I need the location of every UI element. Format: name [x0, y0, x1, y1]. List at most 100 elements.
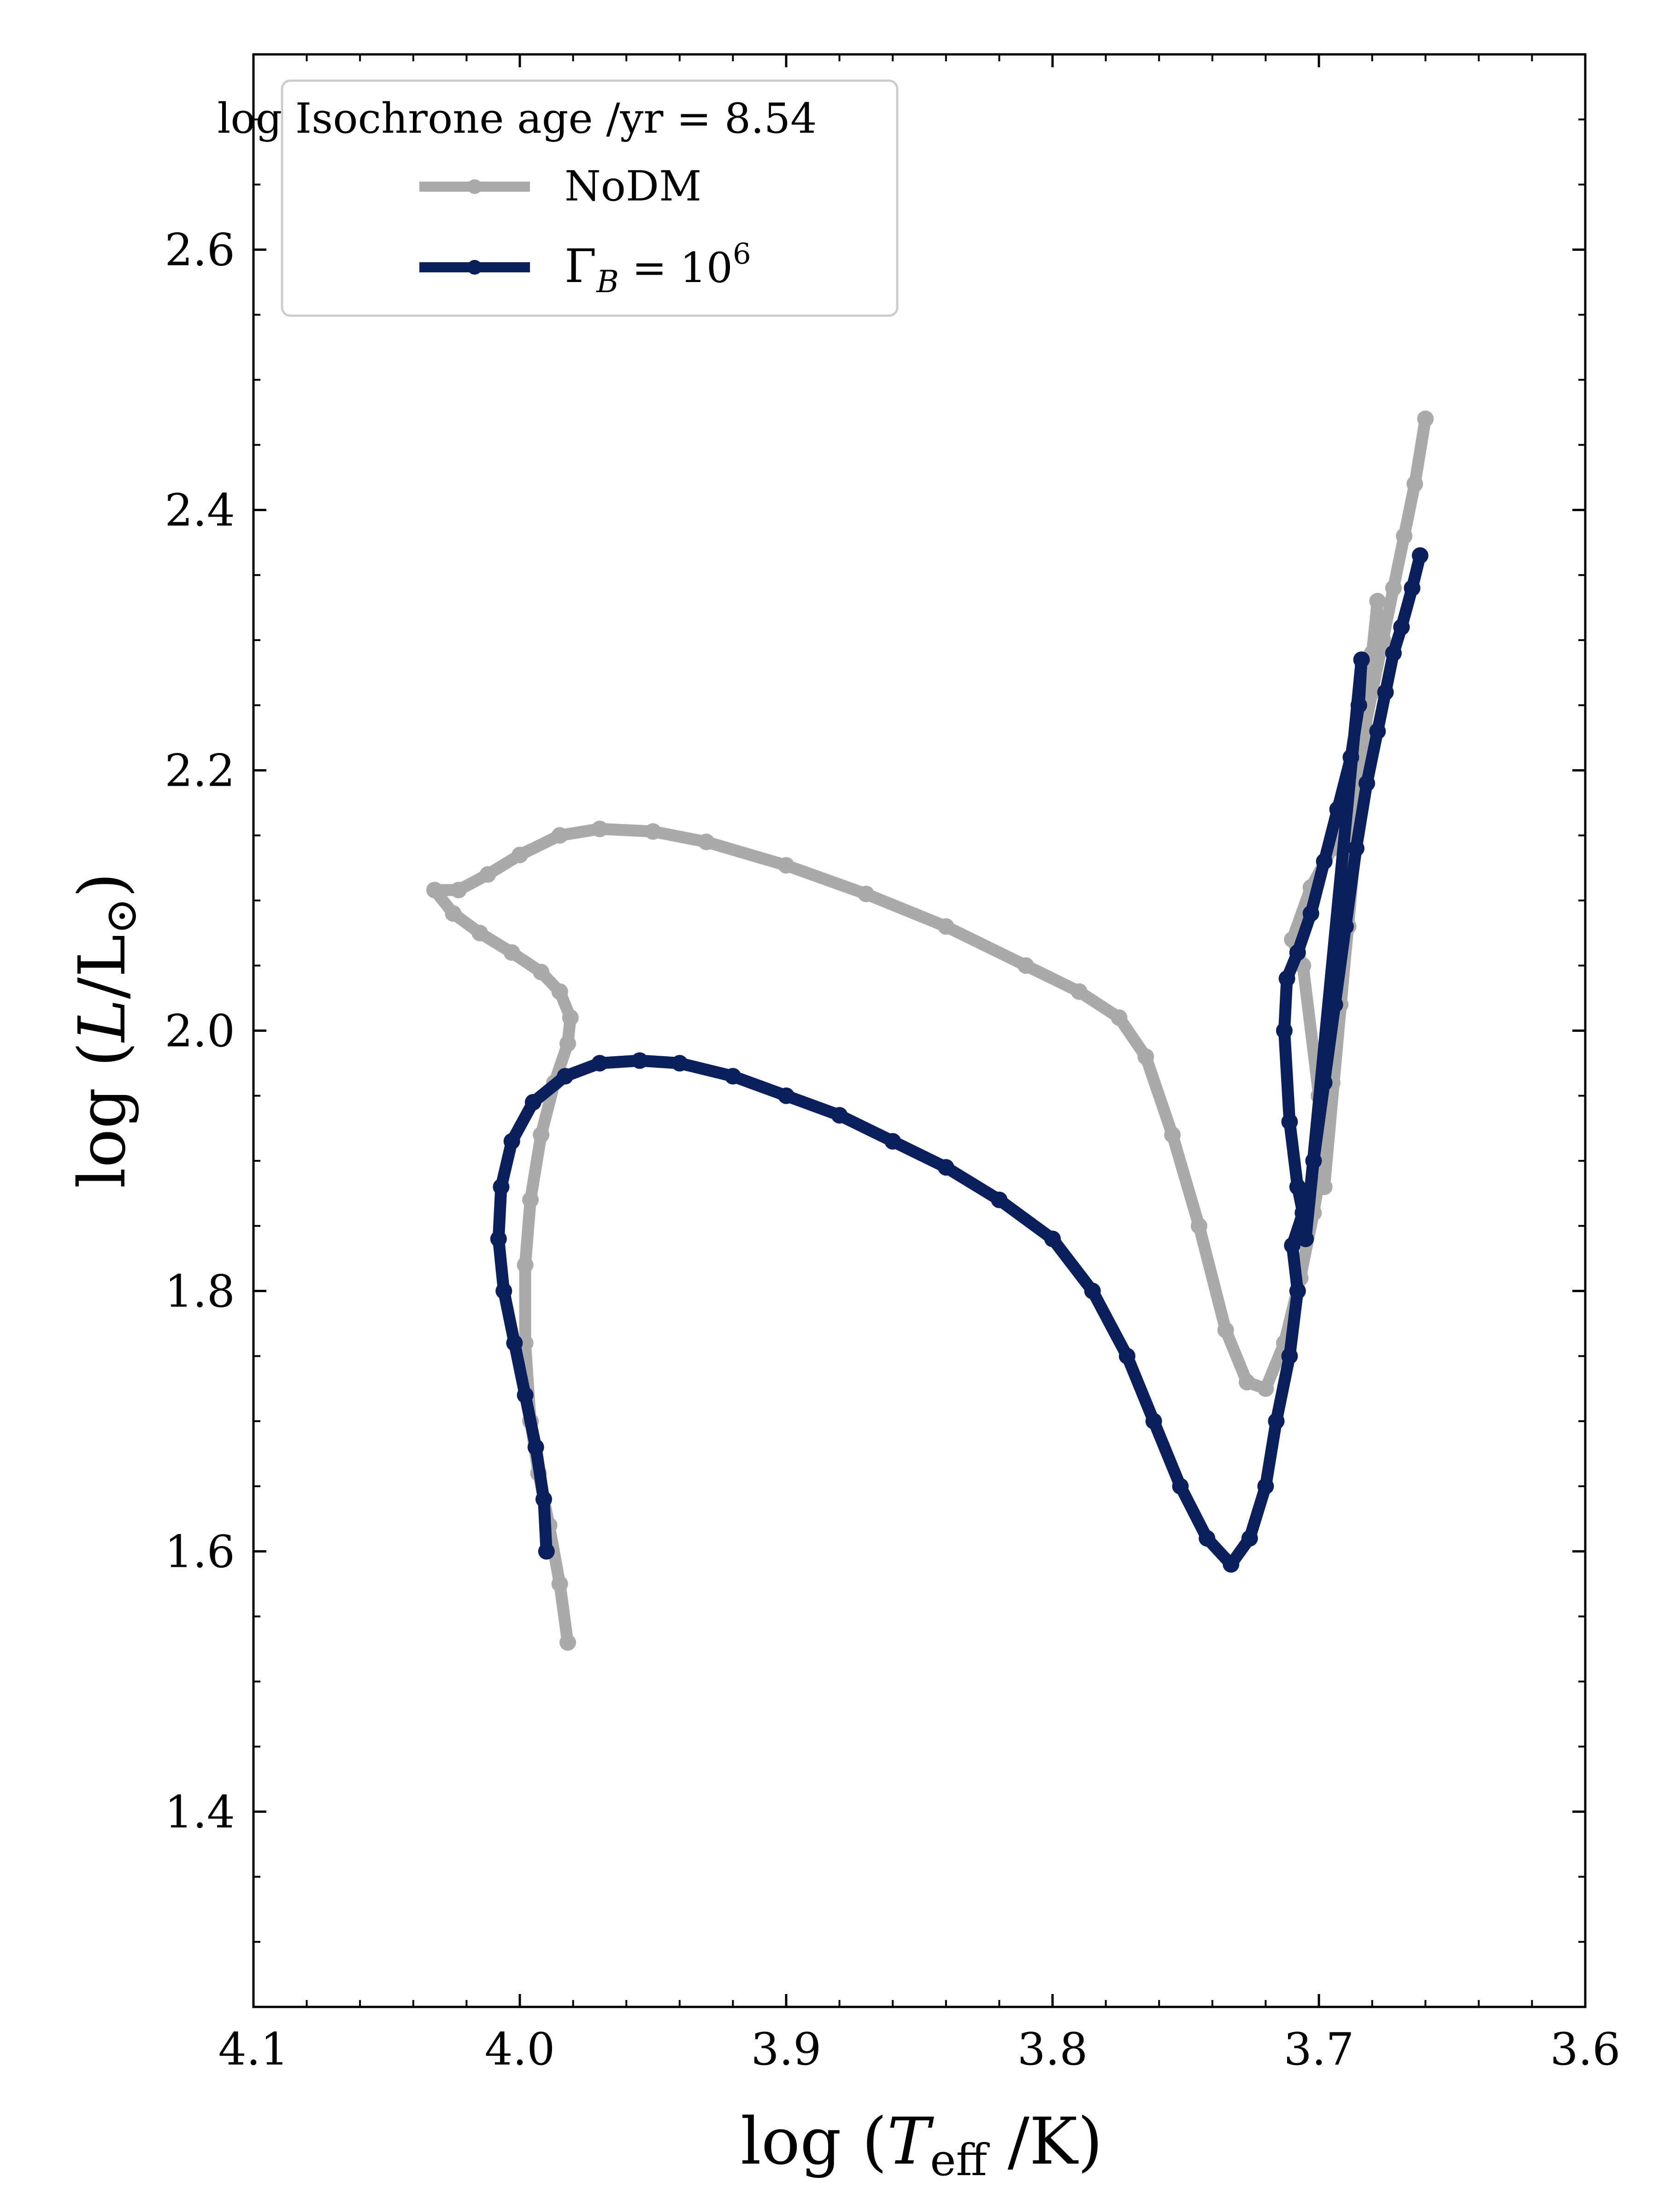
data-point — [1359, 775, 1375, 792]
y-tick-label: 1.4 — [165, 1786, 235, 1838]
y-tick-label: 2.2 — [165, 745, 235, 797]
data-point — [1385, 645, 1402, 662]
data-point — [450, 882, 467, 899]
data-point — [533, 964, 550, 981]
data-point — [503, 1133, 520, 1150]
x-axis-label: log (Teff /K) — [741, 2104, 1103, 2186]
data-point — [471, 924, 488, 941]
data-point — [831, 1107, 848, 1124]
data-point — [1369, 593, 1386, 610]
data-point — [591, 820, 608, 837]
data-point — [479, 866, 496, 883]
legend-label-nodm: NoDM — [565, 162, 701, 211]
data-point — [1172, 1478, 1189, 1495]
data-point — [445, 905, 462, 922]
data-point — [1111, 1009, 1128, 1026]
data-point — [1257, 1478, 1274, 1495]
data-point — [538, 1543, 555, 1560]
data-point — [1406, 476, 1424, 493]
y-tick-label: 2.4 — [165, 485, 235, 536]
data-point — [1393, 618, 1410, 635]
data-point — [1238, 1374, 1255, 1391]
data-point — [1347, 840, 1365, 857]
data-point — [1417, 410, 1434, 427]
data-point — [426, 882, 443, 899]
y-tick-label: 2.6 — [165, 224, 235, 276]
data-point — [1241, 1530, 1258, 1547]
data-point — [1364, 684, 1381, 701]
data-point — [1018, 957, 1035, 974]
series-line-1 — [492, 549, 1426, 1571]
data-point — [1137, 1048, 1154, 1065]
data-point — [645, 823, 661, 840]
data-point — [1217, 1322, 1234, 1339]
legend-box — [281, 79, 899, 317]
data-point — [533, 1126, 550, 1143]
data-point — [1190, 1218, 1207, 1235]
data-point — [1377, 684, 1394, 701]
data-point — [1353, 651, 1370, 668]
data-point — [490, 1230, 507, 1247]
legend-marker-gamma — [467, 260, 482, 275]
x-tick-label: 4.1 — [218, 2024, 289, 2075]
x-tick-label: 3.9 — [751, 2024, 822, 2075]
data-point — [1385, 580, 1402, 597]
data-point — [1223, 1556, 1240, 1573]
data-point — [559, 1634, 576, 1651]
data-point — [495, 1282, 512, 1300]
data-point — [858, 885, 875, 902]
data-point — [517, 1387, 534, 1404]
data-point — [724, 1068, 741, 1085]
data-point — [1084, 1282, 1101, 1300]
data-point — [1199, 1530, 1216, 1547]
data-point — [778, 1087, 794, 1104]
data-point — [1289, 1282, 1306, 1300]
data-point — [631, 1052, 648, 1069]
legend-label-gamma: ΓB = 106 — [565, 237, 751, 300]
data-point — [1404, 580, 1421, 597]
data-point — [1297, 1230, 1314, 1247]
data-point — [1044, 1230, 1061, 1247]
plot-frame — [252, 53, 1587, 2008]
data-point — [1284, 1237, 1301, 1254]
data-point — [937, 1159, 954, 1176]
data-point — [1316, 1178, 1333, 1195]
data-point — [1316, 853, 1333, 870]
data-point — [1369, 723, 1386, 740]
legend-title: log Isochrone age /yr = 8.54 — [218, 94, 817, 143]
data-point — [1350, 697, 1367, 714]
data-point — [1316, 1074, 1333, 1091]
y-tick-label: 1.8 — [165, 1265, 235, 1317]
data-point — [506, 1335, 523, 1352]
y-tick-label: 2.0 — [165, 1006, 235, 1057]
ticks-layer: 4.1 4.0 3.9 3.8 3.7 3.6 1.4 1.6 1.8 2.0 2.2 2.4 2.6 — [165, 53, 1621, 2075]
data-point — [493, 1178, 510, 1195]
data-point — [562, 1009, 579, 1026]
data-point — [535, 1491, 552, 1508]
data-point — [937, 918, 954, 935]
y-tick-label: 1.6 — [165, 1526, 235, 1577]
data-point — [1329, 801, 1346, 818]
data-point — [551, 1576, 568, 1592]
data-point — [884, 1133, 901, 1150]
series-1 — [490, 547, 1429, 1573]
data-point — [517, 1256, 534, 1273]
data-point — [503, 944, 520, 961]
x-tick-label: 3.8 — [1018, 2024, 1088, 2075]
data-point — [557, 1068, 574, 1085]
data-point — [1294, 1205, 1312, 1221]
data-point — [1396, 528, 1412, 545]
data-point — [1326, 996, 1343, 1013]
x-tick-label: 3.7 — [1284, 2024, 1354, 2075]
data-point — [1276, 1022, 1293, 1039]
data-point — [1145, 1412, 1162, 1430]
data-point — [524, 1094, 541, 1111]
legend-marker-nodm — [467, 179, 482, 194]
data-point — [551, 827, 568, 844]
data-point — [551, 983, 568, 1000]
x-tick-label: 3.6 — [1550, 2024, 1621, 2075]
data-point — [1412, 547, 1429, 564]
data-point — [522, 1191, 539, 1208]
series-layer — [426, 410, 1434, 1651]
